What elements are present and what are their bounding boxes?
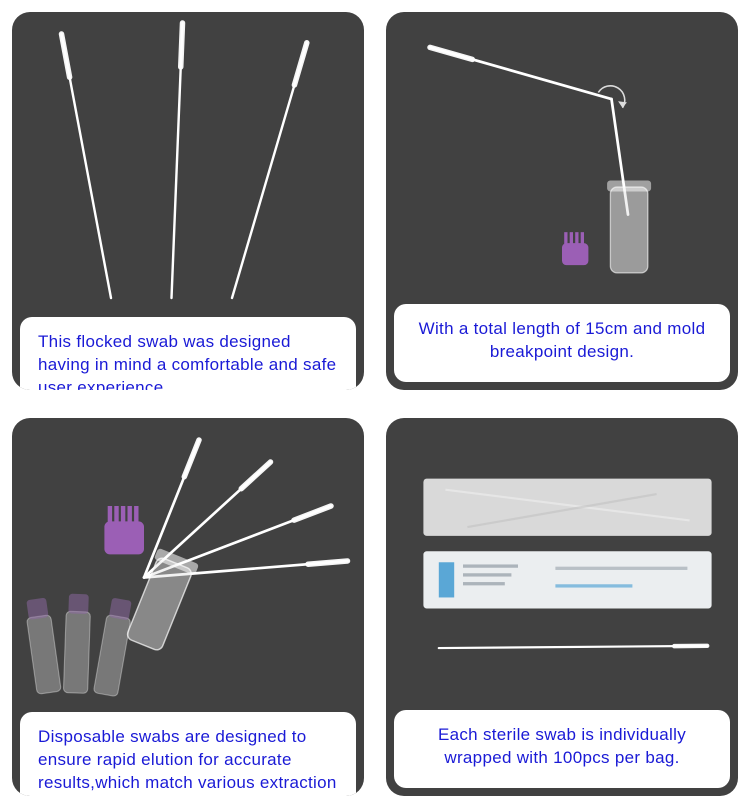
card-image-3 xyxy=(12,418,364,704)
card-image-2 xyxy=(386,12,738,296)
caption-2: With a total length of 15cm and mold bre… xyxy=(394,304,730,382)
card-flocked-swab: This flocked swab was designed having in… xyxy=(12,12,364,390)
bent-swab-illustration xyxy=(386,12,738,296)
infographic-grid: This flocked swab was designed having in… xyxy=(12,12,738,796)
packaging-illustration xyxy=(386,418,738,702)
swabs-fan-illustration xyxy=(12,12,364,309)
card-disposable-swabs: Disposable swabs are designed to ensure … xyxy=(12,418,364,796)
card-length-breakpoint: With a total length of 15cm and mold bre… xyxy=(386,12,738,390)
caption-4: Each sterile swab is individually wrappe… xyxy=(394,710,730,788)
card-image-4 xyxy=(386,418,738,702)
card-image-1 xyxy=(12,12,364,309)
card-individually-wrapped: Each sterile swab is individually wrappe… xyxy=(386,418,738,796)
caption-1: This flocked swab was designed having in… xyxy=(20,317,356,390)
tube-fan-illustration xyxy=(12,418,364,704)
caption-3: Disposable swabs are designed to ensure … xyxy=(20,712,356,796)
